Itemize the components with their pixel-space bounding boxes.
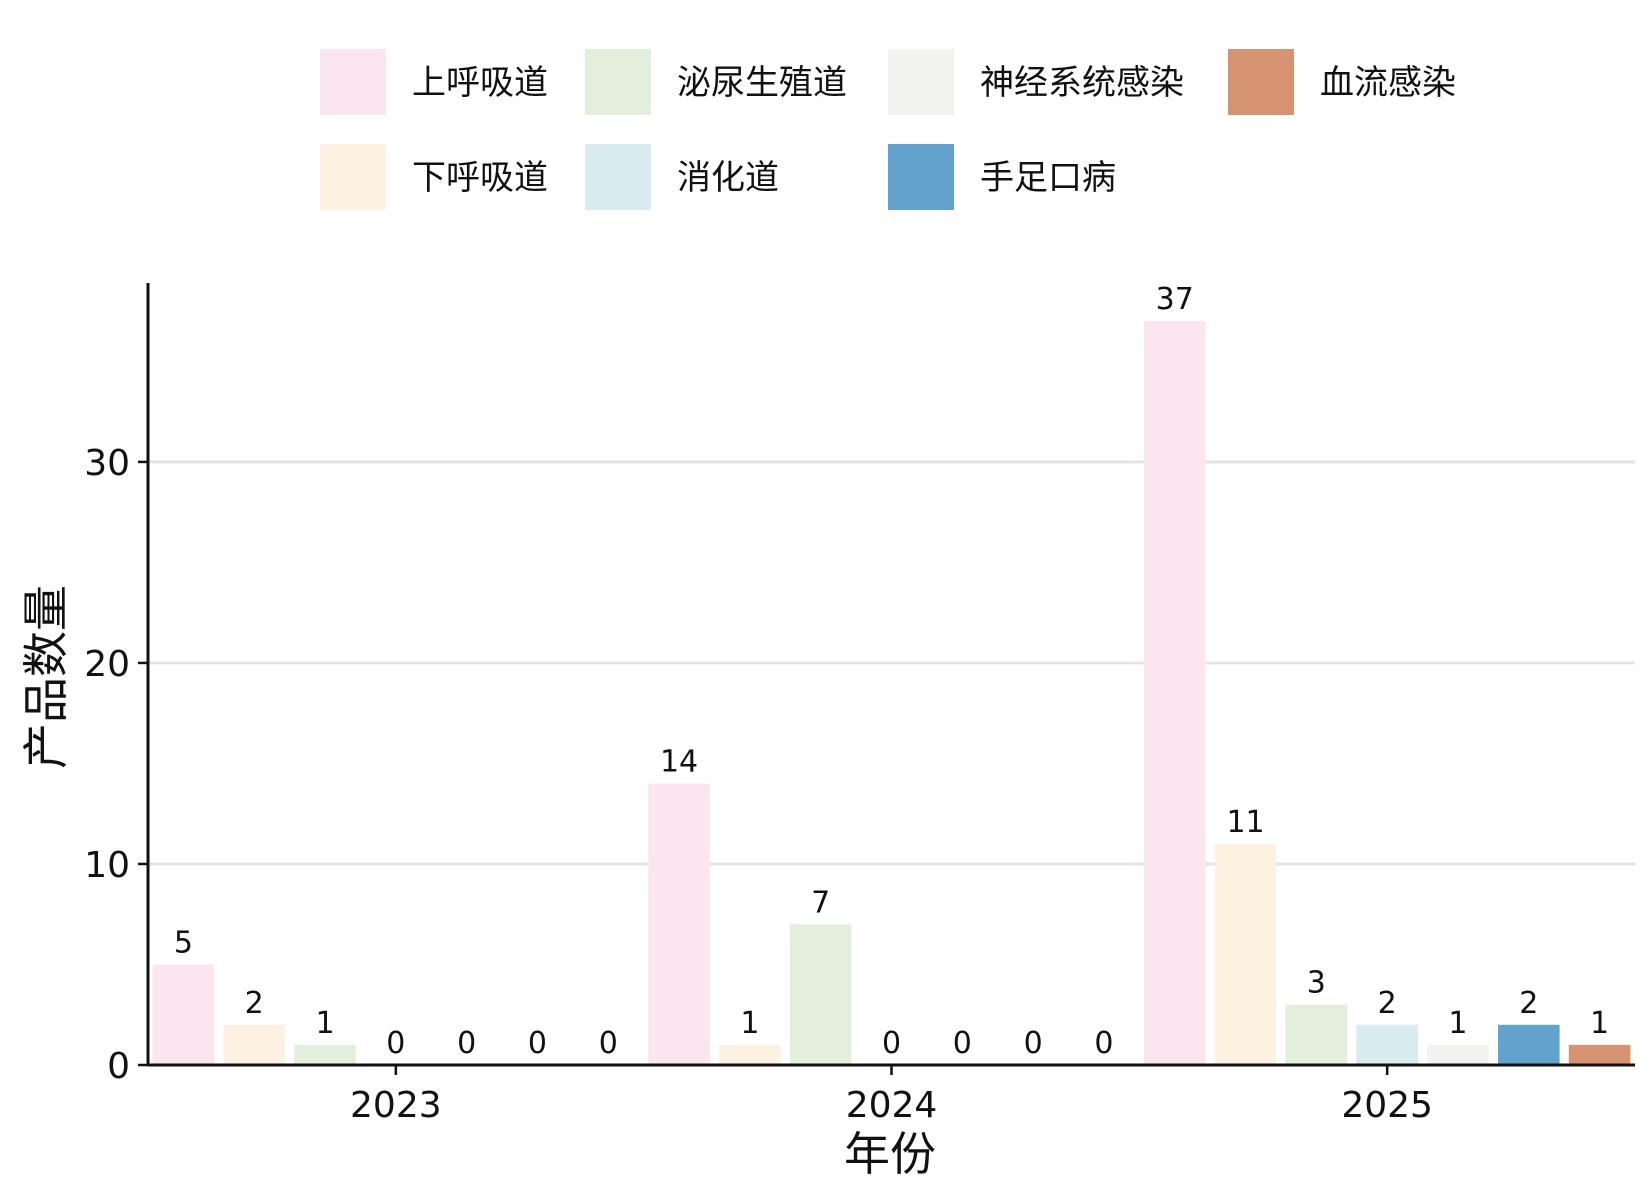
legend-label-血流感染: 血流感染	[1320, 63, 1456, 103]
data-label-2025-泌尿生殖道: 3	[1307, 966, 1326, 1001]
y-tick-label-30: 30	[84, 443, 130, 484]
data-label-2023-泌尿生殖道: 1	[315, 1006, 334, 1041]
data-label-2023-下呼吸道: 2	[245, 986, 264, 1021]
legend-label-手足口病: 手足口病	[980, 158, 1116, 198]
x-axis-title: 年份	[844, 1127, 936, 1181]
data-label-2024-消化道: 0	[882, 1026, 901, 1061]
data-label-2024-泌尿生殖道: 7	[811, 885, 830, 920]
data-label-2025-上呼吸道: 37	[1156, 282, 1194, 317]
legend-swatch-神经系统感染	[888, 49, 954, 115]
legend-swatch-消化道	[585, 144, 651, 210]
data-label-2025-血流感染: 1	[1590, 1006, 1609, 1041]
data-label-2024-上呼吸道: 14	[660, 745, 698, 780]
data-label-2024-神经系统感染: 0	[953, 1026, 972, 1061]
legend-label-下呼吸道: 下呼吸道	[412, 158, 548, 198]
x-tick-label-2025: 2025	[1341, 1085, 1433, 1126]
legend-swatch-手足口病	[888, 144, 954, 210]
legend-swatch-血流感染	[1228, 49, 1294, 115]
bar-2025-上呼吸道	[1143, 321, 1206, 1065]
bar-2025-下呼吸道	[1214, 843, 1277, 1065]
data-label-2023-手足口病: 0	[528, 1026, 547, 1061]
bar-2023-下呼吸道	[223, 1024, 286, 1065]
y-axis-title: 产品数量	[19, 585, 73, 769]
data-label-2025-消化道: 2	[1378, 986, 1397, 1021]
data-label-2023-上呼吸道: 5	[174, 925, 193, 960]
bar-2025-神经系统感染	[1427, 1044, 1489, 1065]
bar-2025-消化道	[1356, 1024, 1418, 1065]
legend-swatch-泌尿生殖道	[585, 49, 651, 115]
legend-label-上呼吸道: 上呼吸道	[412, 63, 548, 103]
data-labels: 5 2 1 0 0 0 0 14 1 7 0 0 0 0 37 11 3 2 1 2 1	[174, 282, 1609, 1061]
x-tick-label-2024: 2024	[846, 1085, 938, 1126]
data-label-2024-血流感染: 0	[1094, 1026, 1113, 1061]
data-label-2023-血流感染: 0	[599, 1026, 618, 1061]
data-label-2025-神经系统感染: 1	[1448, 1006, 1467, 1041]
bar-2024-上呼吸道	[648, 783, 710, 1065]
legend-swatch-上呼吸道	[320, 49, 386, 115]
gridlines	[148, 460, 1635, 866]
legend-label-神经系统感染: 神经系统感染	[980, 63, 1184, 103]
bar-2025-泌尿生殖道	[1285, 1004, 1348, 1065]
data-label-2023-神经系统感染: 0	[457, 1026, 476, 1061]
legend-swatch-下呼吸道	[320, 144, 386, 210]
data-label-2025-手足口病: 2	[1519, 986, 1538, 1021]
y-tick-label-20: 20	[84, 644, 130, 685]
data-label-2024-手足口病: 0	[1024, 1026, 1043, 1061]
data-label-2025-下呼吸道: 11	[1226, 805, 1264, 840]
bar-2024-泌尿生殖道	[789, 924, 852, 1065]
bar-2025-血流感染	[1568, 1044, 1631, 1065]
bar-2025-手足口病	[1497, 1024, 1560, 1065]
bars	[152, 321, 1631, 1065]
legend-label-消化道: 消化道	[677, 158, 779, 198]
bar-2024-下呼吸道	[719, 1044, 781, 1065]
bar-2023-泌尿生殖道	[294, 1044, 356, 1065]
y-tick-label-0: 0	[107, 1046, 130, 1087]
legend-label-泌尿生殖道: 泌尿生殖道	[677, 63, 847, 103]
y-tick-label-10: 10	[84, 845, 130, 886]
data-label-2024-下呼吸道: 1	[740, 1006, 759, 1041]
x-tick-label-2023: 2023	[350, 1085, 442, 1126]
data-label-2023-消化道: 0	[386, 1026, 405, 1061]
bar-2023-上呼吸道	[152, 964, 215, 1065]
